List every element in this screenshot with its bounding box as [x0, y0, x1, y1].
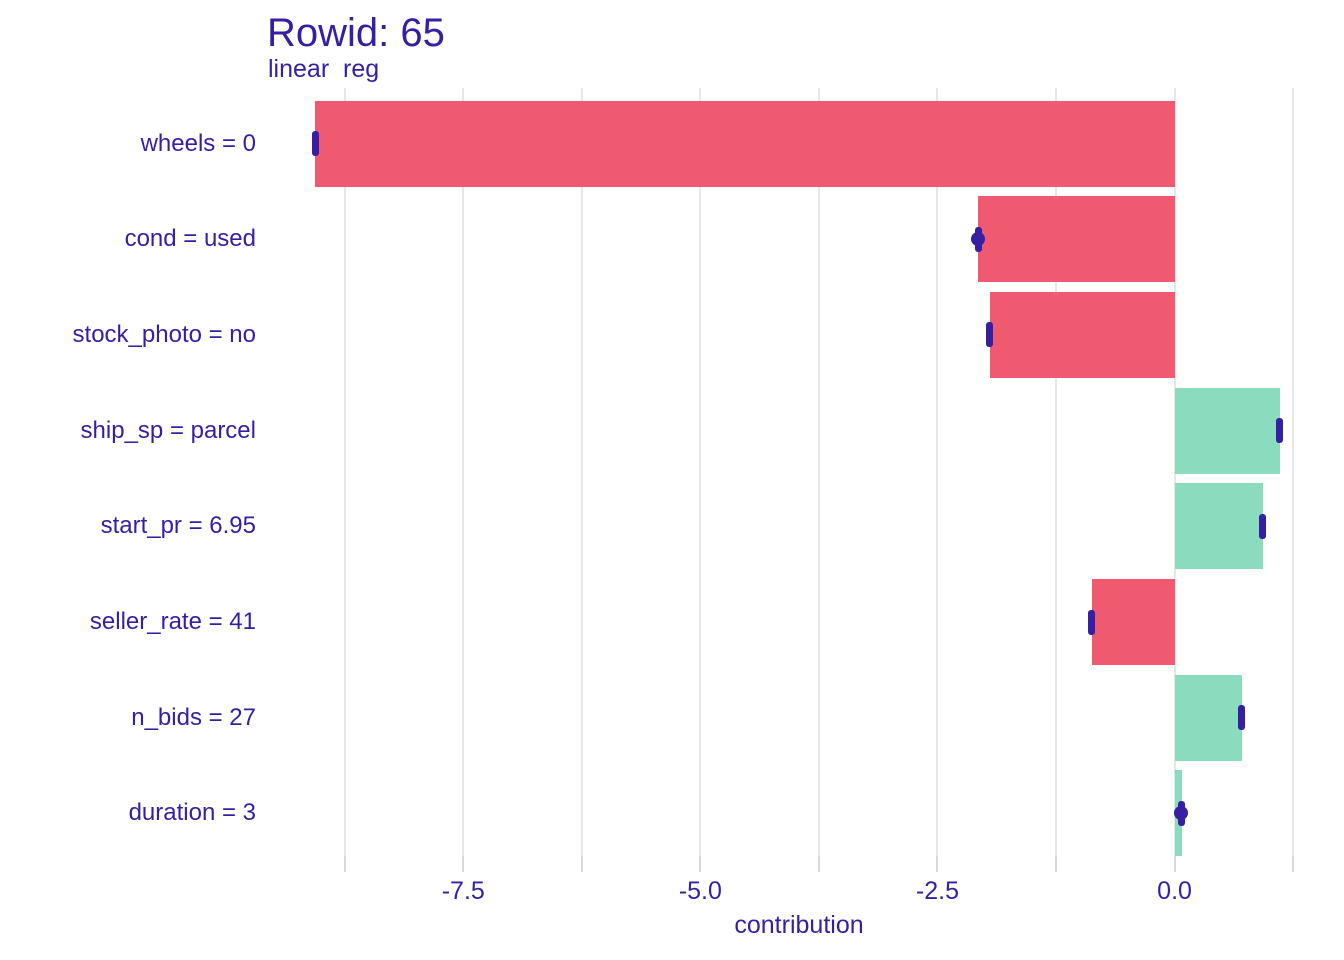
boxplot-marker: [1276, 418, 1284, 444]
gridline: [462, 88, 465, 856]
axis-tick: [699, 856, 702, 872]
row-label: n_bids = 27: [131, 703, 256, 731]
row-label: ship_sp = parcel: [80, 416, 256, 444]
axis-tick: [1173, 856, 1176, 872]
row-label: wheels = 0: [140, 129, 256, 157]
chart-title: Rowid: 65: [267, 11, 445, 55]
axis-tick: [1055, 856, 1058, 872]
boxplot-marker: [1259, 513, 1267, 539]
x-tick-label: -7.5: [441, 877, 485, 905]
row-label: stock_photo = no: [72, 320, 256, 348]
positive-contribution-bar: [1174, 483, 1263, 570]
gridline: [343, 88, 346, 856]
x-axis-label: contribution: [734, 911, 864, 939]
axis-tick: [1292, 856, 1295, 872]
positive-contribution-bar: [1174, 674, 1242, 761]
gridline: [1055, 88, 1058, 856]
x-tick-label: -5.0: [678, 877, 722, 905]
gridline: [936, 88, 939, 856]
gridline: [1292, 88, 1295, 856]
boxplot-marker: [986, 322, 994, 348]
boxplot-marker: [1087, 609, 1095, 635]
x-tick-label: 0.0: [1157, 877, 1192, 905]
negative-contribution-bar: [315, 100, 1175, 187]
negative-contribution-bar: [1092, 579, 1175, 665]
axis-tick: [817, 856, 820, 872]
row-label: cond = used: [124, 225, 256, 253]
positive-contribution-bar: [1174, 387, 1280, 474]
gridline: [699, 88, 702, 856]
axis-tick: [343, 856, 346, 872]
gridline: [580, 88, 583, 856]
x-tick-label: -2.5: [915, 877, 959, 905]
axis-tick: [580, 856, 583, 872]
negative-contribution-bar: [978, 196, 1175, 283]
boxplot-marker: [1238, 705, 1246, 731]
negative-contribution-bar: [989, 291, 1175, 378]
row-label: start_pr = 6.95: [100, 512, 256, 540]
chart-subtitle: linear reg: [268, 55, 380, 83]
boxplot-median-dot: [971, 232, 986, 247]
axis-tick: [462, 856, 465, 872]
axis-tick: [936, 856, 939, 872]
gridline: [817, 88, 820, 856]
row-label: seller_rate = 41: [89, 608, 256, 635]
row-label: duration = 3: [128, 799, 256, 827]
boxplot-median-dot: [1174, 806, 1189, 821]
boxplot-marker: [311, 131, 319, 156]
